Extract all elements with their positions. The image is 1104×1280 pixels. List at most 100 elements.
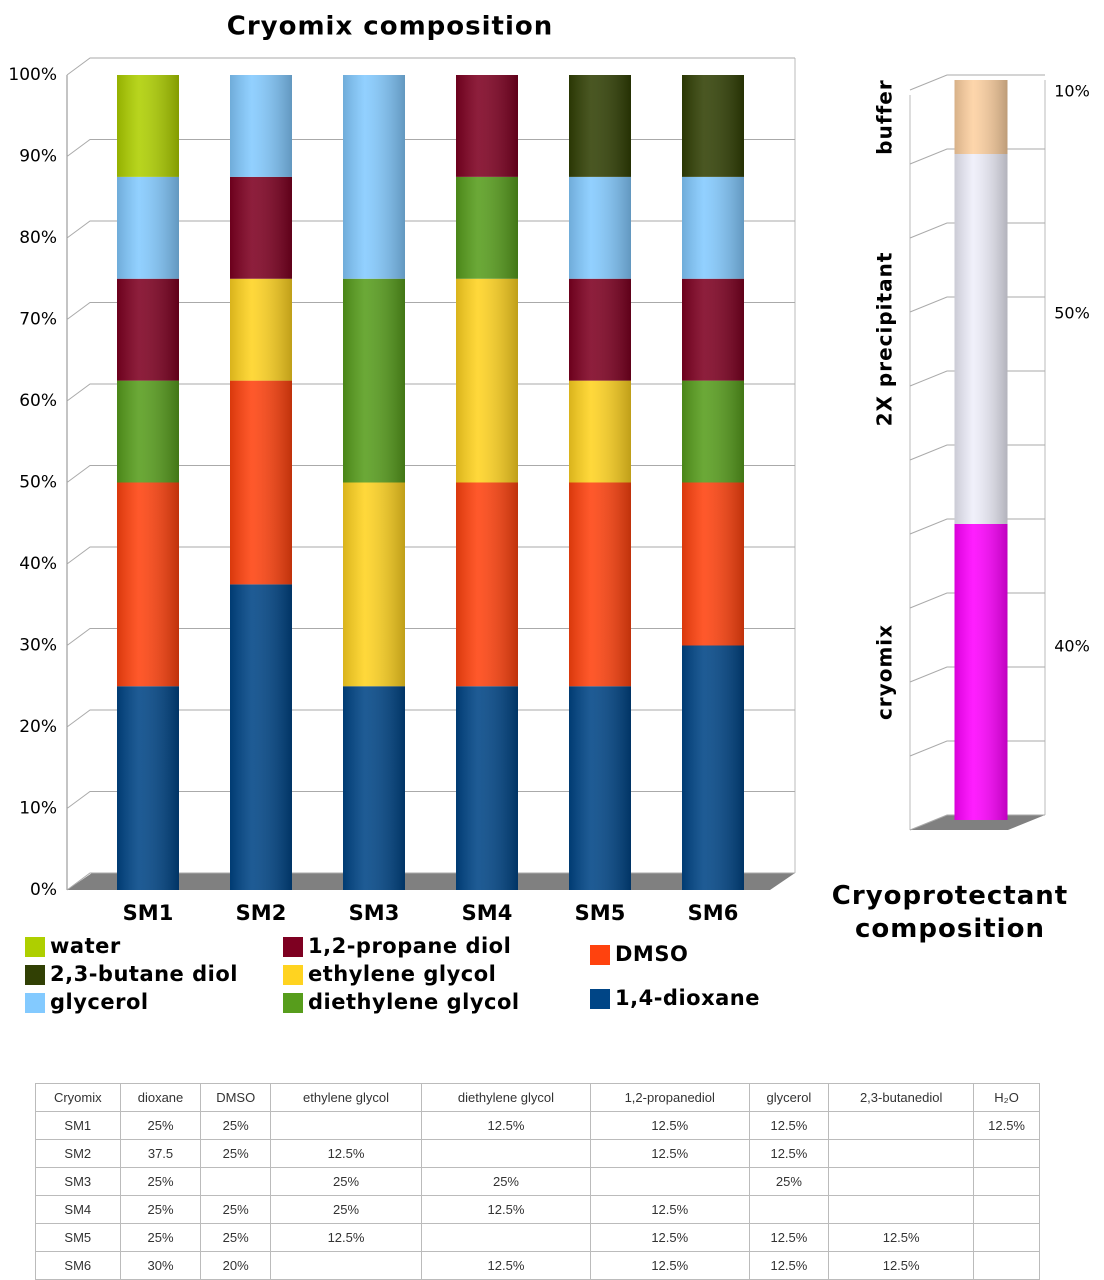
table-cell: 25% bbox=[749, 1168, 829, 1196]
table-cell: 12.5% bbox=[270, 1140, 421, 1168]
table-cell: SM6 bbox=[36, 1252, 121, 1280]
bar-shading bbox=[230, 75, 292, 890]
legend-swatch bbox=[283, 965, 303, 985]
table-cell bbox=[974, 1196, 1040, 1224]
chart-title: Cryomix composition bbox=[227, 12, 553, 42]
header-cell: glycerol bbox=[749, 1084, 829, 1112]
x-tick-label: SM1 bbox=[123, 901, 174, 925]
table-cell bbox=[422, 1224, 591, 1252]
table-cell: 25% bbox=[201, 1140, 271, 1168]
table-cell: 12.5% bbox=[422, 1196, 591, 1224]
table-cell: 20% bbox=[201, 1252, 271, 1280]
legend-swatch bbox=[283, 993, 303, 1013]
legend-label: DMSO bbox=[615, 942, 688, 966]
y-tick-label: 30% bbox=[19, 636, 57, 656]
table-cell bbox=[829, 1168, 974, 1196]
table-cell: 12.5% bbox=[590, 1140, 749, 1168]
table-cell bbox=[270, 1112, 421, 1140]
legend-swatch bbox=[25, 965, 45, 985]
header-cell: ethylene glycol bbox=[270, 1084, 421, 1112]
value-label: 10% bbox=[1054, 82, 1090, 101]
table-cell bbox=[974, 1252, 1040, 1280]
y-tick-label: 100% bbox=[8, 65, 57, 85]
table-cell bbox=[974, 1224, 1040, 1252]
bar-shading bbox=[569, 75, 631, 890]
y-tick-label: 10% bbox=[19, 799, 57, 819]
segment-label: cryomix bbox=[873, 624, 897, 720]
header-cell: diethylene glycol bbox=[422, 1084, 591, 1112]
table-cell: 25% bbox=[120, 1196, 201, 1224]
y-tick-label: 0% bbox=[30, 880, 57, 900]
x-tick-label: SM6 bbox=[688, 901, 739, 925]
table-cell: SM4 bbox=[36, 1196, 121, 1224]
legend-label: glycerol bbox=[50, 990, 149, 1014]
header-cell: Cryomix bbox=[36, 1084, 121, 1112]
grid-line bbox=[67, 58, 795, 75]
table-cell: 12.5% bbox=[270, 1224, 421, 1252]
table-cell: 12.5% bbox=[749, 1112, 829, 1140]
y-tick-label: 50% bbox=[19, 473, 57, 493]
segment-label: buffer bbox=[873, 79, 897, 154]
y-tick-label: 40% bbox=[19, 554, 57, 574]
header-cell: DMSO bbox=[201, 1084, 271, 1112]
table-cell bbox=[422, 1140, 591, 1168]
value-label: 50% bbox=[1054, 304, 1090, 323]
legend-swatch bbox=[590, 945, 610, 965]
table-cell: 12.5% bbox=[590, 1224, 749, 1252]
legend-label: 2,3-butane diol bbox=[50, 962, 238, 986]
table-cell: 12.5% bbox=[749, 1140, 829, 1168]
x-tick-label: SM3 bbox=[349, 901, 400, 925]
table-cell bbox=[974, 1140, 1040, 1168]
table-cell bbox=[829, 1140, 974, 1168]
y-tick-label: 80% bbox=[19, 228, 57, 248]
table-cell bbox=[270, 1252, 421, 1280]
header-cell: 2,3-butanediol bbox=[829, 1084, 974, 1112]
legend-swatch bbox=[25, 993, 45, 1013]
table-cell: 12.5% bbox=[974, 1112, 1040, 1140]
table-cell: 12.5% bbox=[590, 1252, 749, 1280]
table-cell: 12.5% bbox=[422, 1252, 591, 1280]
table-cell: 30% bbox=[120, 1252, 201, 1280]
table-cell: 12.5% bbox=[829, 1224, 974, 1252]
table-cell: 37.5 bbox=[120, 1140, 201, 1168]
table-cell: 12.5% bbox=[749, 1224, 829, 1252]
table-cell: SM2 bbox=[36, 1140, 121, 1168]
table-cell bbox=[201, 1168, 271, 1196]
y-tick-label: 70% bbox=[19, 310, 57, 330]
table-cell: 12.5% bbox=[749, 1252, 829, 1280]
bar-shading bbox=[343, 75, 405, 890]
y-tick-label: 60% bbox=[19, 391, 57, 411]
table-cell: 25% bbox=[422, 1168, 591, 1196]
bar-shading bbox=[682, 75, 744, 890]
table-cell: 25% bbox=[201, 1224, 271, 1252]
table-cell bbox=[590, 1168, 749, 1196]
table-cell: 25% bbox=[201, 1112, 271, 1140]
x-tick-label: SM2 bbox=[236, 901, 287, 925]
bar-shading bbox=[456, 75, 518, 890]
table-cell: 25% bbox=[120, 1112, 201, 1140]
bar-shading bbox=[117, 75, 179, 890]
segment-label: 2X precipitant bbox=[873, 252, 897, 427]
legend-label: water bbox=[50, 934, 121, 958]
table-cell: 12.5% bbox=[590, 1112, 749, 1140]
page: {"chart_data": [ {"type": "bar", "stacke… bbox=[0, 0, 1104, 1276]
table-cell: SM1 bbox=[36, 1112, 121, 1140]
header-cell: dioxane bbox=[120, 1084, 201, 1112]
table-cell: 25% bbox=[120, 1168, 201, 1196]
table-cell: 12.5% bbox=[590, 1196, 749, 1224]
y-tick-label: 90% bbox=[19, 147, 57, 167]
table-cell bbox=[974, 1168, 1040, 1196]
x-tick-label: SM4 bbox=[462, 901, 513, 925]
table-cell: 25% bbox=[120, 1224, 201, 1252]
legend-swatch bbox=[283, 937, 303, 957]
header-cell: H₂O bbox=[974, 1084, 1040, 1112]
table-cell: 12.5% bbox=[829, 1252, 974, 1280]
